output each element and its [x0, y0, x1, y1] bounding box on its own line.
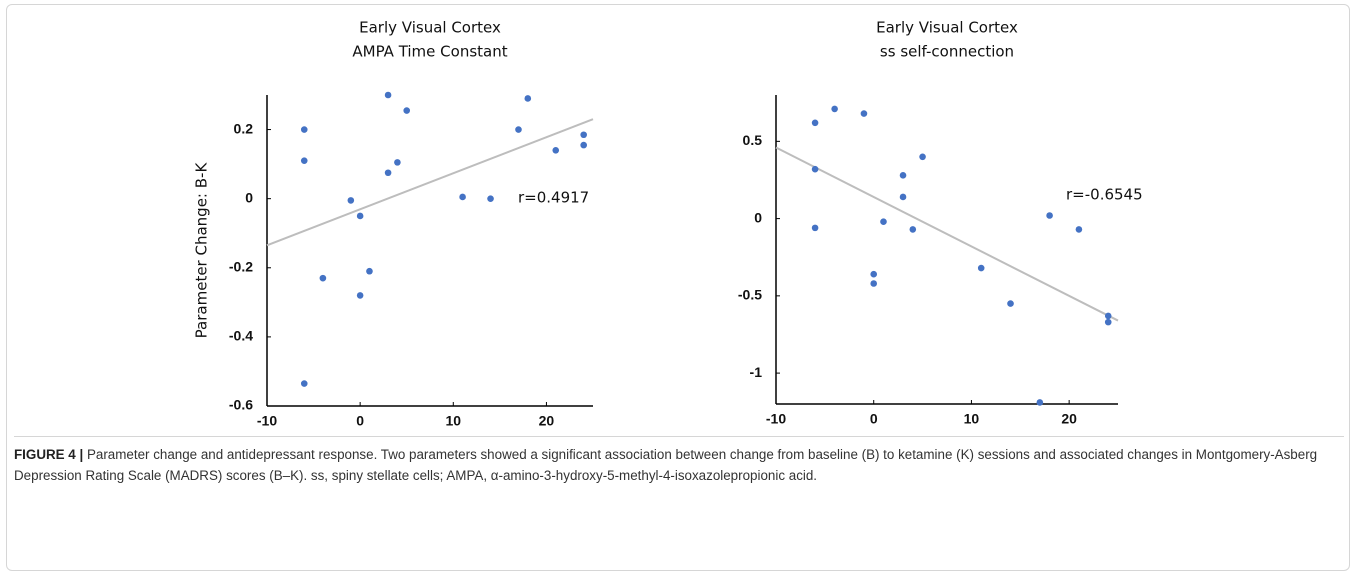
point: [459, 193, 466, 201]
y-axis-label: Parameter Change: B-K: [193, 162, 211, 339]
annotation: r=0.4917: [518, 189, 589, 207]
point: [977, 264, 985, 272]
point: [870, 270, 878, 278]
point: [919, 153, 926, 161]
point: [899, 172, 907, 179]
point: [319, 274, 327, 282]
point: [1104, 318, 1112, 326]
point: [300, 157, 308, 164]
caption-text: Parameter change and antidepressant resp…: [14, 447, 1318, 483]
point: [356, 212, 364, 220]
point: [580, 141, 587, 149]
y-tick-label: -0.6: [229, 397, 253, 413]
point: [300, 126, 308, 133]
point: [1104, 312, 1112, 320]
point: [811, 224, 819, 232]
y-tick-label: -0.5: [738, 287, 762, 303]
point: [811, 119, 819, 127]
x-axis-label: MADRS change: B-K: [355, 440, 506, 441]
point: [1046, 212, 1053, 219]
x-tick-label: 10: [445, 413, 461, 429]
point: [1007, 300, 1014, 307]
x-tick-label: 20: [1061, 411, 1077, 427]
y-tick-label: 0: [245, 189, 253, 205]
point: [347, 197, 355, 204]
point: [580, 131, 587, 139]
point: [870, 280, 878, 287]
chart-title: Early Visual Cortex: [876, 19, 1018, 37]
point: [403, 107, 411, 114]
x-tick-label: -10: [257, 413, 277, 429]
point: [394, 159, 401, 166]
annotation: r=-0.6545: [1066, 186, 1143, 204]
point: [552, 146, 560, 154]
point: [487, 195, 494, 202]
point: [1075, 226, 1083, 233]
point: [831, 105, 838, 113]
point: [909, 226, 917, 233]
point: [899, 193, 907, 201]
fit-line: [266, 118, 594, 247]
point: [811, 165, 819, 173]
point: [880, 218, 887, 225]
point: [356, 292, 364, 299]
point: [366, 267, 373, 275]
chart-subtitle: ss self-connection: [880, 43, 1014, 61]
point: [860, 110, 868, 117]
y-tick-label: 0.2: [234, 120, 254, 136]
separator: [14, 436, 1344, 437]
x-tick-label: -10: [766, 411, 786, 427]
point: [515, 126, 522, 133]
y-tick-label: -0.2: [229, 258, 253, 274]
point: [300, 380, 308, 387]
x-tick-label: 0: [870, 411, 878, 427]
y-tick-label: -1: [750, 364, 763, 380]
y-tick-label: -0.4: [229, 328, 253, 344]
fit-line: [775, 146, 1119, 322]
point: [384, 91, 392, 99]
x-tick-label: 10: [964, 411, 980, 427]
point: [524, 95, 532, 102]
point: [384, 169, 392, 177]
chart-subtitle: AMPA Time Constant: [352, 43, 507, 61]
y-tick-label: 0.5: [743, 132, 763, 148]
caption-label: FIGURE 4 |: [14, 447, 84, 462]
y-tick-label: 0: [754, 209, 762, 225]
x-tick-label: 0: [356, 413, 364, 429]
point: [1036, 399, 1044, 406]
figure-frame: [6, 4, 1350, 571]
chart-title: Early Visual Cortex: [359, 19, 501, 37]
x-tick-label: 20: [539, 413, 555, 429]
caption: FIGURE 4 | Parameter change and antidepr…: [14, 444, 1332, 486]
